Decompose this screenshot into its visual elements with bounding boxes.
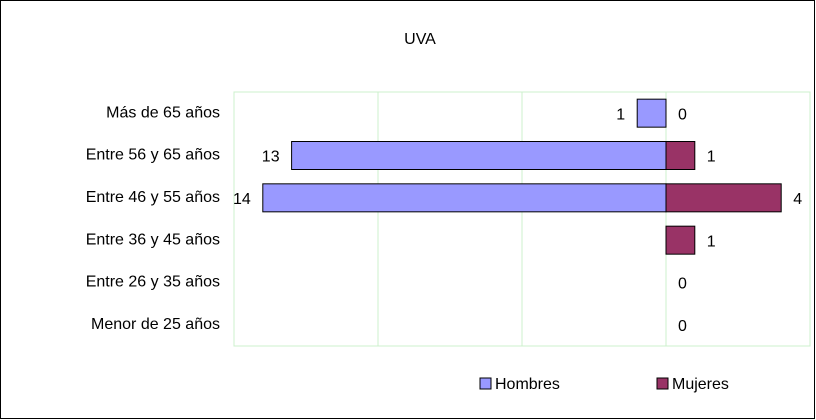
data-label: 14	[233, 191, 251, 208]
data-label: 1	[707, 149, 716, 166]
y-tick-label: Más de 65 años	[106, 104, 220, 121]
y-tick-label: Menor de 25 años	[91, 316, 220, 333]
bar	[665, 225, 696, 255]
bar	[665, 141, 696, 170]
legend-swatch	[479, 377, 492, 390]
y-tick-label: Entre 26 y 35 años	[86, 274, 220, 291]
data-label: 1	[616, 106, 625, 123]
bar	[636, 98, 667, 128]
legend-label: Mujeres	[672, 376, 729, 393]
data-label: 0	[678, 318, 687, 335]
y-tick-label: Entre 46 y 55 años	[86, 189, 220, 206]
bar	[291, 141, 667, 170]
y-tick-label: Entre 36 y 45 años	[86, 231, 220, 248]
chart-title: UVA	[404, 31, 436, 48]
data-label: 4	[793, 191, 802, 208]
legend-label: Hombres	[495, 376, 560, 393]
bar	[262, 183, 667, 213]
data-label: 0	[678, 106, 687, 123]
data-label: 1	[707, 233, 716, 250]
data-label: 13	[262, 149, 280, 166]
bar	[665, 183, 782, 213]
legend-swatch	[656, 377, 669, 390]
y-tick-label: Entre 56 y 65 años	[86, 147, 220, 164]
data-label: 0	[678, 276, 687, 293]
